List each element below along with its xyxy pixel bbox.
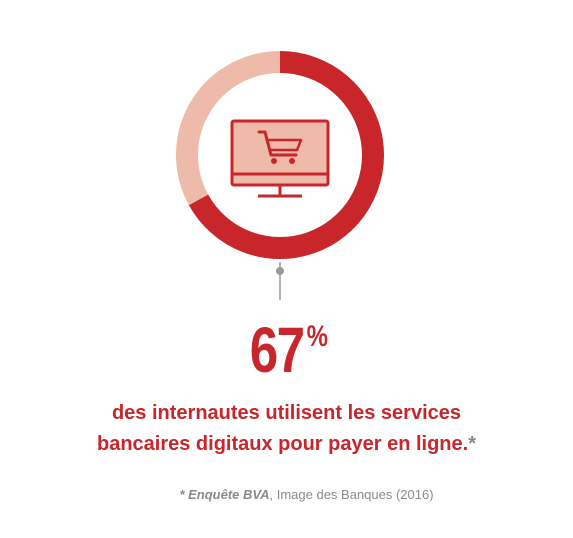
monitor-shopping-cart-icon [230,119,330,198]
connector-dot [276,267,284,275]
caption-line-2: bancaires digitaux pour payer en ligne.* [0,429,573,460]
stat-number: 67 [249,314,304,386]
source-note: * Enquête BVA, Image des Banques (2016) [0,487,573,502]
donut-slice-main [188,51,384,259]
source-emphasis: * Enquête BVA [179,487,270,502]
stat-percent-sign: % [306,320,328,353]
caption-asterisk: * [468,433,476,455]
donut-chart [176,51,384,300]
stat-value: 67% [0,318,573,382]
caption-line-2-text: bancaires digitaux pour payer en ligne. [96,433,469,455]
donut-slice-remainder [176,51,281,206]
donut-slices [176,51,384,259]
stat-caption: des internautes utilisent les services b… [0,398,573,460]
source-rest: , Image des Banques (2016) [269,487,434,502]
caption-line-1: des internautes utilisent les services [111,402,462,424]
